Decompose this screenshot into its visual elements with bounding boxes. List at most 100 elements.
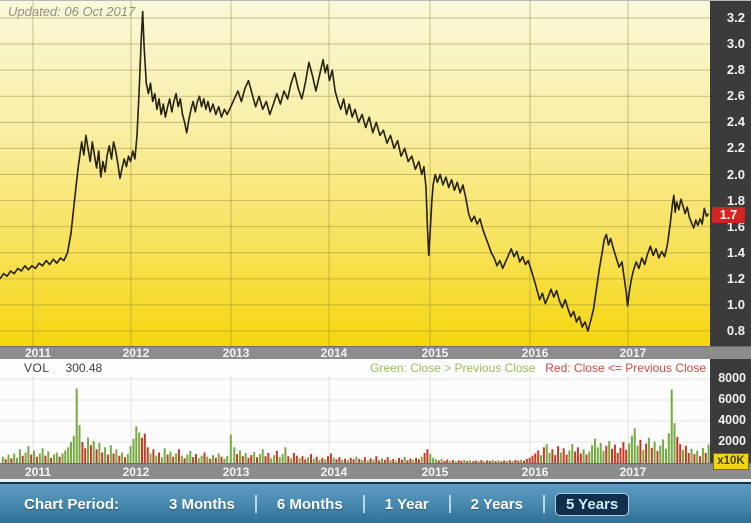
volume-bar	[50, 457, 53, 463]
volume-bar	[429, 454, 432, 463]
volume-bar	[175, 453, 178, 463]
volume-bar	[381, 458, 383, 463]
volume-bar	[630, 435, 633, 463]
volume-bar	[239, 450, 241, 463]
volume-bar	[250, 455, 253, 463]
volume-tick-label: 2000	[718, 434, 746, 448]
volume-legend: Green: Close > Previous Close Red: Close…	[370, 361, 706, 375]
period-option-3-months[interactable]: 3 Months	[169, 495, 235, 513]
volume-bar	[579, 453, 582, 463]
volume-bar	[511, 461, 514, 463]
volume-bar	[443, 460, 446, 463]
volume-bar	[172, 456, 175, 463]
period-option-1-year[interactable]: 1 Year	[384, 495, 429, 513]
volume-bar	[53, 454, 55, 463]
volume-bar	[41, 448, 44, 463]
volume-bar	[212, 455, 214, 463]
volume-bar	[696, 450, 699, 463]
volume-bar	[491, 460, 494, 463]
volume-bar	[89, 445, 92, 463]
volume-bar	[494, 461, 497, 463]
volume-bar	[166, 454, 169, 463]
volume-bar	[203, 452, 206, 463]
price-tick-label: 1.6	[726, 218, 745, 234]
volume-bar	[21, 455, 24, 463]
volume-bar	[665, 448, 667, 463]
volume-bar	[517, 460, 520, 463]
volume-bar	[160, 457, 163, 463]
volume-bar	[84, 448, 87, 463]
volume-bar	[270, 458, 273, 463]
volume-bar	[112, 453, 115, 463]
period-separator	[254, 495, 257, 513]
volume-bar	[594, 438, 596, 463]
volume-bar	[667, 433, 670, 463]
volume-bar	[540, 455, 542, 463]
year-label: 2014	[320, 465, 348, 479]
volume-bar	[591, 445, 594, 463]
volume-bar	[628, 443, 631, 463]
volume-bar	[486, 460, 489, 463]
volume-bar	[505, 461, 508, 463]
volume-bar	[386, 457, 389, 463]
volume-bar	[10, 458, 13, 463]
volume-bar	[488, 461, 491, 463]
volume-bar	[477, 461, 480, 463]
volume-bar	[469, 460, 471, 463]
volume-bar	[192, 457, 195, 463]
volume-bar	[375, 456, 378, 463]
volume-bar	[349, 457, 352, 463]
volume-bar	[124, 457, 126, 463]
volume-bar	[366, 460, 369, 463]
volume-bar	[500, 461, 503, 463]
volume-bar	[611, 448, 613, 463]
volume-bar	[152, 449, 155, 463]
volume-bar	[406, 460, 409, 463]
price-line	[0, 10, 710, 332]
period-option-5-years[interactable]: 5 Years	[554, 492, 630, 516]
volume-bar	[403, 456, 406, 463]
volume-bar	[650, 447, 653, 463]
volume-bar	[75, 388, 78, 463]
volume-bar	[67, 447, 70, 463]
volume-bar	[209, 458, 212, 463]
volume-bar	[378, 460, 381, 463]
period-option-6-months[interactable]: 6 Months	[276, 495, 343, 513]
period-separator	[362, 495, 365, 513]
volume-bar	[135, 426, 138, 463]
volume-bar	[619, 447, 622, 463]
period-option-2-years[interactable]: 2 Years	[470, 495, 523, 513]
volume-bar	[247, 457, 250, 463]
volume-bar	[261, 449, 264, 463]
volume-bar	[622, 442, 625, 463]
volume-bar	[35, 456, 38, 463]
volume-bar	[471, 461, 474, 463]
volume-bar	[141, 437, 143, 463]
volume-bar	[537, 450, 540, 463]
volume-bar	[372, 459, 375, 463]
volume-bar	[437, 460, 440, 463]
volume-bar	[16, 457, 18, 463]
volume-bar	[412, 459, 415, 463]
volume-bar	[449, 461, 452, 463]
volume-bar	[44, 455, 47, 463]
volume-bar	[548, 453, 551, 463]
price-x-axis-band: 2011 2012 2013 2014 2015 2016 2017	[0, 346, 751, 360]
volume-bar	[264, 456, 267, 463]
volume-bar	[244, 453, 247, 463]
volume-bar	[426, 449, 429, 463]
volume-bar	[177, 449, 180, 463]
volume-bar	[278, 457, 281, 463]
volume-chart-canvas	[0, 376, 710, 463]
volume-bar	[109, 445, 112, 463]
volume-bar	[520, 459, 523, 463]
vol-label: VOL	[24, 360, 50, 375]
volume-bar	[275, 450, 278, 463]
volume-bar	[101, 452, 104, 463]
volume-header-row: VOL 300.48 Green: Close > Previous Close…	[0, 359, 710, 376]
volume-bar	[163, 448, 166, 463]
volume-bar	[169, 451, 172, 463]
volume-bar	[557, 446, 560, 463]
volume-bar	[483, 461, 486, 463]
volume-bar	[1, 456, 4, 463]
